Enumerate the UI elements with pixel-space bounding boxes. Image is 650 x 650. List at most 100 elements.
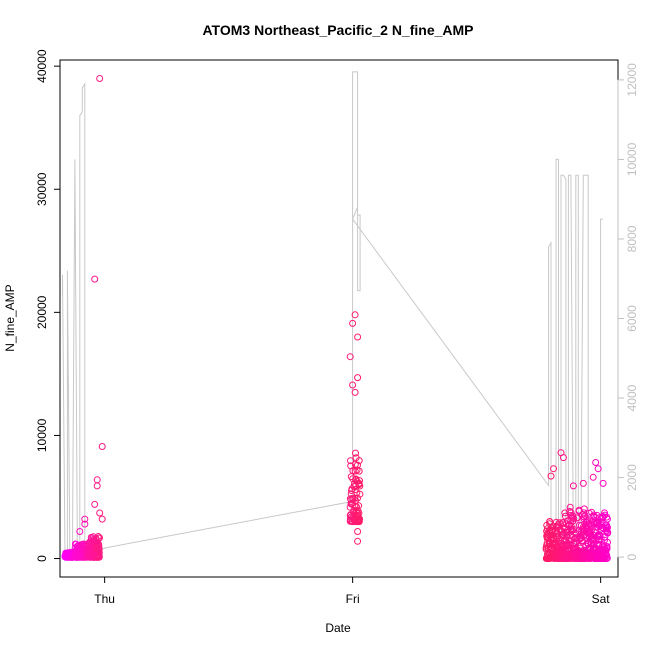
data-point	[595, 555, 603, 562]
data-point	[545, 554, 553, 562]
data-point	[599, 514, 607, 522]
data-point	[350, 480, 358, 488]
data-point	[94, 533, 102, 540]
data-point	[65, 549, 72, 557]
y2-tick-label: 10000	[625, 142, 639, 176]
data-point	[552, 518, 560, 526]
data-point	[563, 528, 571, 536]
data-point	[346, 353, 354, 361]
data-point	[565, 546, 573, 554]
data-point	[603, 513, 611, 521]
data-point	[569, 482, 577, 490]
data-point	[98, 443, 106, 450]
x-axis: Thu Fri Sat	[94, 576, 611, 606]
data-point	[92, 543, 100, 551]
data-point	[594, 553, 602, 561]
data-point	[347, 462, 355, 470]
data-point	[590, 545, 598, 553]
y-axis-right: 0 2000 4000 6000 8000 10000 12000	[617, 63, 639, 560]
data-point	[351, 388, 359, 396]
y-tick-label: 10000	[35, 418, 49, 452]
data-point	[567, 522, 575, 530]
y2-tick-label: 6000	[625, 305, 639, 332]
data-point	[354, 507, 362, 515]
data-point	[579, 479, 587, 487]
data-point	[352, 454, 360, 462]
data-point	[563, 531, 571, 539]
chart-title: ATOM3 Northeast_Pacific_2 N_fine_AMP	[202, 22, 473, 38]
y-tick-label: 30000	[35, 172, 49, 206]
data-point	[350, 483, 358, 491]
data-point	[566, 554, 574, 562]
data-point	[578, 537, 586, 545]
data-point	[569, 512, 577, 520]
data-point	[91, 275, 99, 283]
y2-tick-label: 0	[625, 553, 639, 560]
data-point	[586, 527, 594, 535]
x-axis-label: Date	[325, 621, 351, 635]
data-point	[91, 551, 99, 559]
data-point	[76, 551, 84, 559]
data-point	[568, 513, 576, 521]
data-point	[575, 548, 583, 556]
data-point	[93, 482, 101, 490]
data-point	[76, 528, 84, 535]
data-point	[347, 496, 355, 504]
data-point	[599, 545, 607, 553]
data-point	[81, 520, 89, 528]
data-point	[569, 514, 577, 522]
data-point	[96, 534, 103, 542]
data-point	[563, 554, 571, 562]
data-point	[356, 477, 363, 485]
y-tick-label: 20000	[35, 295, 49, 329]
data-point	[596, 514, 603, 522]
y2-tick-label: 2000	[625, 464, 639, 491]
data-point	[603, 525, 611, 533]
y2-tick-label: 8000	[625, 225, 639, 252]
data-point	[604, 529, 612, 537]
data-point	[85, 545, 93, 553]
data-point	[351, 311, 359, 319]
y-axis-label: N_fine_AMP	[3, 284, 17, 351]
data-point	[573, 533, 581, 541]
y-tick-label: 0	[35, 555, 49, 562]
data-point	[81, 515, 89, 523]
data-point	[594, 465, 602, 473]
x-tick-label: Sat	[592, 592, 611, 606]
data-point	[580, 513, 588, 521]
data-point	[550, 553, 558, 561]
data-point	[586, 554, 594, 562]
data-point	[96, 75, 104, 82]
x-tick-label: Thu	[94, 592, 115, 606]
data-point	[354, 537, 362, 545]
data-point	[579, 523, 587, 531]
data-point	[567, 527, 575, 535]
y2-tick-label: 12000	[625, 63, 639, 97]
data-point	[351, 467, 359, 475]
data-point	[354, 461, 361, 469]
data-point	[585, 540, 592, 548]
data-point	[580, 515, 588, 523]
data-point	[561, 512, 569, 520]
data-point	[550, 465, 557, 473]
data-point	[353, 489, 361, 497]
data-point	[96, 509, 104, 517]
data-point	[86, 551, 94, 559]
data-point	[547, 472, 555, 480]
data-point	[592, 459, 600, 466]
data-point	[347, 500, 355, 508]
data-point	[71, 553, 79, 560]
data-point	[553, 547, 560, 555]
data-point	[547, 535, 555, 543]
plot-area	[61, 71, 612, 562]
data-point	[543, 521, 551, 529]
y-axis-left: 0 10000 20000 30000 40000	[35, 49, 61, 562]
series-line	[62, 71, 604, 559]
data-point	[89, 537, 97, 545]
data-point	[352, 449, 359, 457]
data-point	[552, 527, 559, 535]
data-point	[352, 475, 360, 483]
data-point	[352, 482, 360, 489]
data-point	[600, 524, 608, 532]
